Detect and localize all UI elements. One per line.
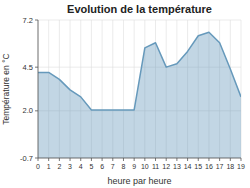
x-tick-label: 19 — [237, 163, 245, 170]
tick-mark — [38, 158, 39, 161]
tick-mark — [155, 158, 156, 161]
x-tick-label: 18 — [226, 163, 234, 170]
y-axis-line — [38, 20, 39, 158]
x-tick-label: 3 — [68, 163, 72, 170]
area — [38, 32, 241, 158]
x-tick-label: 12 — [162, 163, 170, 170]
y-tick-label: 2.0 — [23, 106, 33, 115]
x-tick-label: 15 — [194, 163, 202, 170]
x-tick-label: 5 — [89, 163, 93, 170]
grid — [38, 20, 241, 158]
x-tick-label: 2 — [57, 163, 61, 170]
tick-mark — [35, 158, 38, 159]
tick-mark — [35, 110, 38, 111]
x-axis-label: heure par heure — [107, 176, 171, 186]
x-tick-label: 17 — [216, 163, 224, 170]
y-tick-label: -0.7 — [20, 154, 33, 163]
tick-mark — [187, 158, 188, 161]
axis-lines — [38, 20, 241, 158]
x-tick-label: 0 — [36, 163, 40, 170]
tick-mark — [241, 158, 242, 161]
x-tick-label: 4 — [79, 163, 83, 170]
x-axis-line — [38, 158, 241, 159]
grid-line — [38, 20, 39, 158]
tick-mark — [112, 158, 113, 161]
x-tick-label: 16 — [205, 163, 213, 170]
y-axis-label: Température en °C — [1, 53, 11, 124]
x-tick-label: 11 — [152, 163, 159, 170]
x-tick-label: 8 — [122, 163, 126, 170]
x-tick-label: 10 — [141, 163, 149, 170]
x-tick-label: 7 — [111, 163, 115, 170]
tick-mark — [70, 158, 71, 161]
x-tick-label: 1 — [47, 163, 51, 170]
tick-mark — [48, 158, 49, 161]
tick-mark — [134, 158, 135, 161]
tick-mark — [35, 20, 38, 21]
tick-mark — [230, 158, 231, 161]
title: Evolution de la température — [67, 3, 212, 15]
y-tick-label: 4.5 — [23, 63, 33, 72]
y-tick-label: 7.2 — [23, 16, 33, 25]
x-tick-label: 6 — [100, 163, 104, 170]
chart: -0.72.04.57.2012345678910111213141516171… — [0, 0, 250, 188]
tick-mark — [35, 67, 38, 68]
axes: -0.72.04.57.2012345678910111213141516171… — [20, 16, 245, 171]
tick-mark — [59, 158, 60, 161]
tick-mark — [102, 158, 103, 161]
tick-mark — [123, 158, 124, 161]
x-tick-label: 13 — [173, 163, 181, 170]
tick-mark — [198, 158, 199, 161]
tick-mark — [219, 158, 220, 161]
tick-mark — [208, 158, 209, 161]
line — [38, 32, 241, 110]
tick-mark — [176, 158, 177, 161]
tick-mark — [144, 158, 145, 161]
grid-line — [38, 20, 241, 21]
tick-mark — [91, 158, 92, 161]
x-tick-label: 9 — [132, 163, 136, 170]
x-tick-label: 14 — [184, 163, 192, 170]
grid-line — [38, 158, 241, 159]
tick-mark — [166, 158, 167, 161]
tick-mark — [80, 158, 81, 161]
plot-area — [38, 32, 241, 158]
